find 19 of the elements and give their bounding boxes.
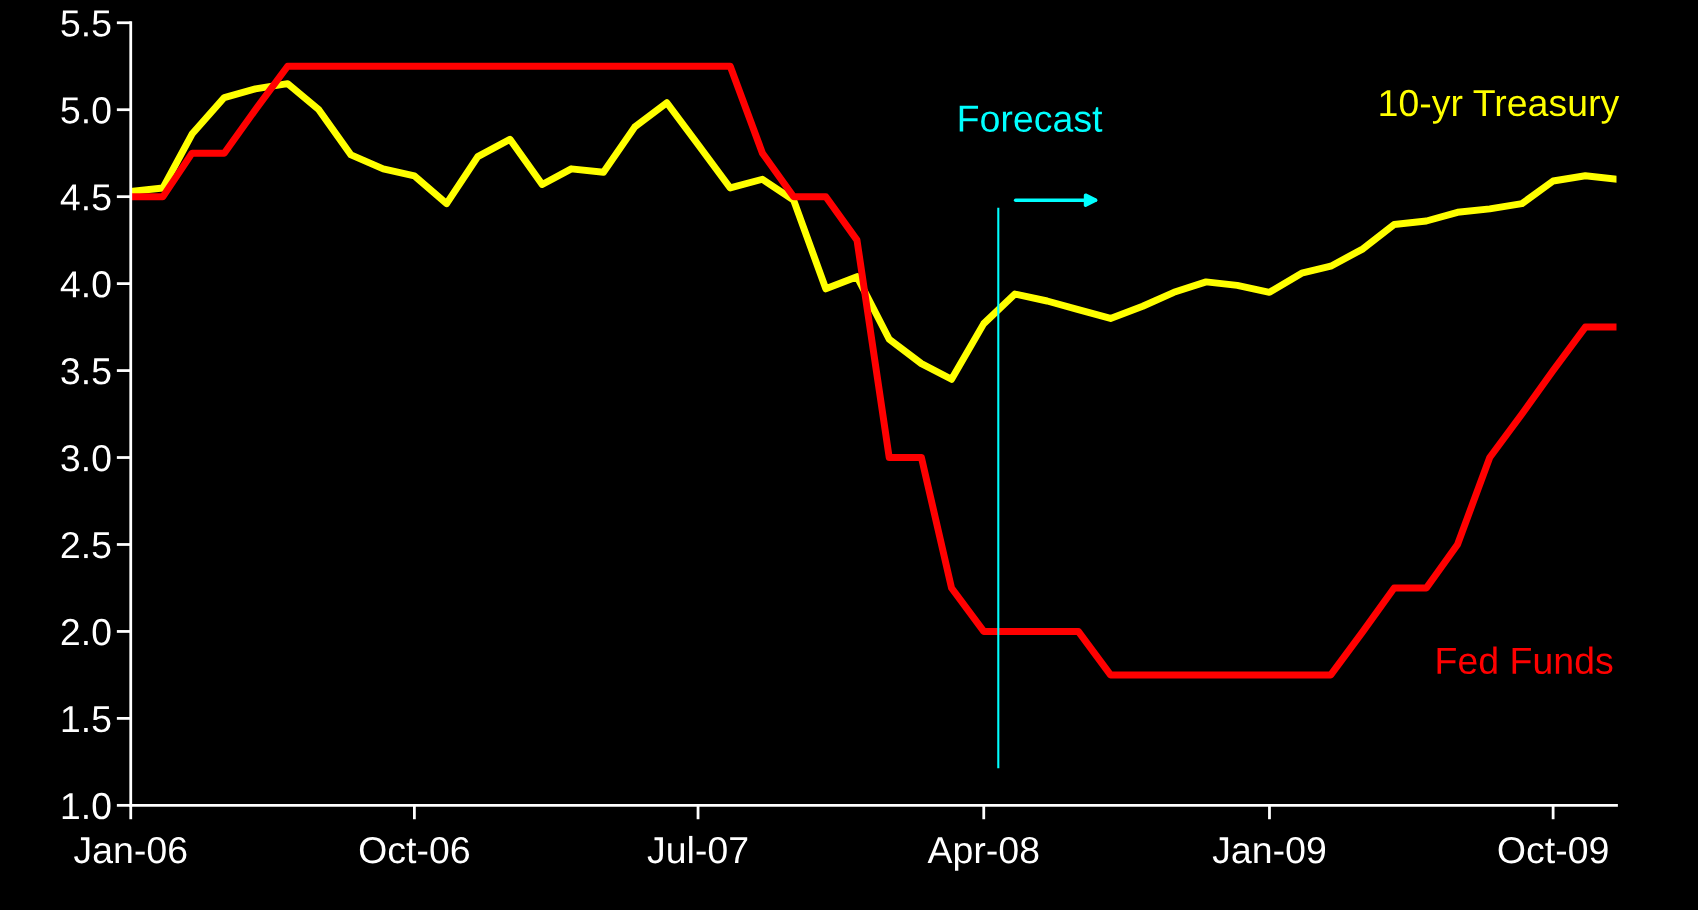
y-tick-label: 4.5 [60,184,111,211]
x-tick-label: Jan-09 [1212,836,1326,864]
y-tick-label: 2.0 [61,618,111,646]
y-tick-label: 1.5 [62,706,111,733]
x-tick-label: Oct-09 [1498,836,1608,864]
x-tick-label: Jan-06 [74,836,187,864]
y-tick-label: 3.0 [61,444,111,472]
y-tick-label: 4.0 [60,271,111,298]
y-tick-label: 5.0 [61,97,111,124]
ref-line-label: Forecast [959,105,1103,132]
series-label: Fed Funds [1437,646,1613,675]
y-tick-label: 3.5 [61,357,111,385]
y-tick-label: 2.5 [61,531,111,559]
series-label: 10-yr Treasury [1380,89,1620,124]
y-tick-label: 1.0 [62,792,111,820]
x-tick-label: Jul-07 [647,835,748,864]
x-tick-label: Apr-08 [927,836,1039,871]
x-tick-label: Oct-06 [359,836,470,864]
y-tick-label: 5.5 [61,10,111,37]
